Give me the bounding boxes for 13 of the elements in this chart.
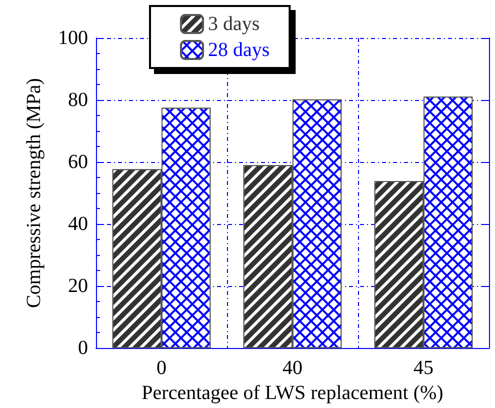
y-tick-label: 20 bbox=[68, 275, 88, 298]
x-tick-label: 0 bbox=[156, 357, 166, 380]
x-tick-label: 45 bbox=[414, 357, 434, 380]
y-tick-label: 100 bbox=[58, 27, 88, 49]
y-tick-label: 80 bbox=[68, 89, 88, 112]
y-tick-label: 40 bbox=[68, 213, 88, 236]
y-axis-title: Compressive strength (MPa) bbox=[23, 78, 45, 308]
y-tick-label: 60 bbox=[68, 151, 88, 174]
y-tick-label: 0 bbox=[78, 337, 88, 360]
x-axis-title: Percentagee of LWS replacement (%) bbox=[142, 382, 444, 404]
legend-label: 28 days bbox=[208, 39, 270, 61]
x-tick-label: 40 bbox=[282, 357, 302, 380]
legend-label: 3 days bbox=[208, 13, 260, 35]
